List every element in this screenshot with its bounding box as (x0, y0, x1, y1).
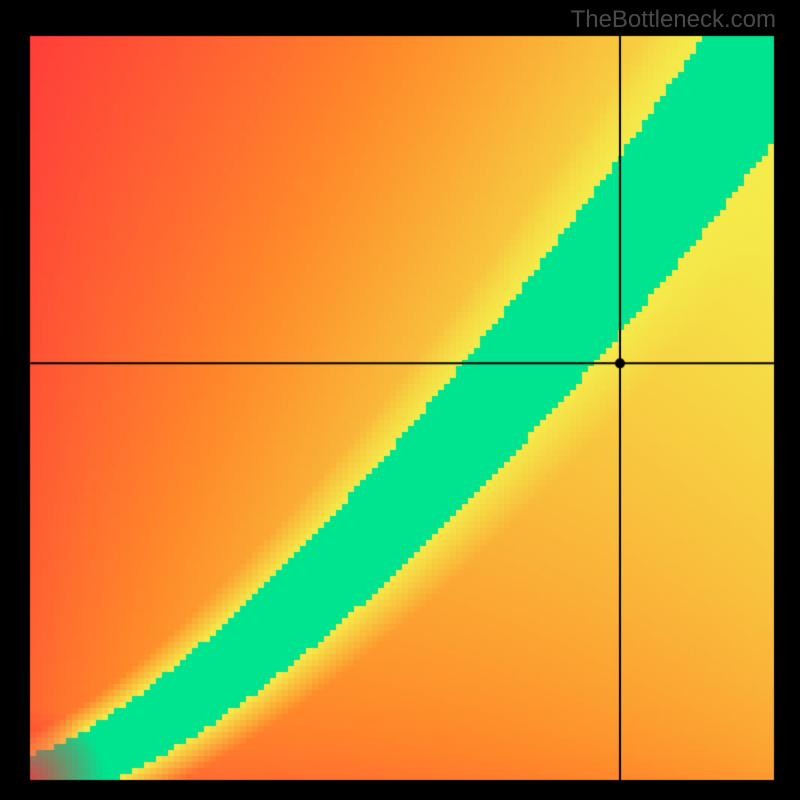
watermark-text: TheBottleneck.com (571, 6, 776, 34)
chart-container: TheBottleneck.com (0, 0, 800, 800)
bottleneck-heatmap (0, 0, 800, 800)
